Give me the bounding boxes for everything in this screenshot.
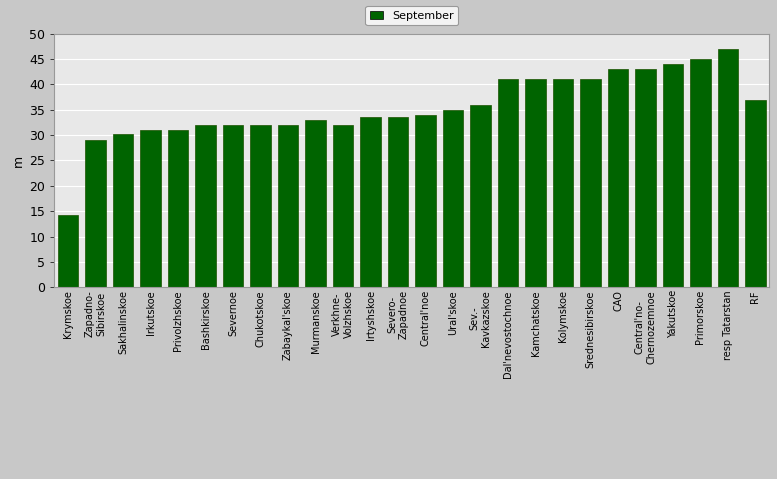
Bar — [663, 64, 683, 287]
Bar — [718, 49, 738, 287]
Bar — [113, 134, 134, 287]
Bar — [745, 100, 766, 287]
Bar — [388, 117, 409, 287]
Bar — [580, 79, 601, 287]
Bar — [552, 79, 573, 287]
Bar — [85, 140, 106, 287]
Bar — [305, 120, 326, 287]
Bar — [636, 69, 656, 287]
Bar — [223, 125, 243, 287]
Bar — [443, 110, 463, 287]
Bar — [690, 59, 711, 287]
Bar — [498, 79, 518, 287]
Bar — [250, 125, 271, 287]
Bar — [168, 130, 189, 287]
Bar — [608, 69, 629, 287]
Bar — [195, 125, 216, 287]
Bar — [57, 215, 78, 287]
Bar — [141, 130, 161, 287]
Bar — [361, 117, 381, 287]
Bar — [525, 79, 546, 287]
Legend: September: September — [365, 6, 458, 25]
Bar — [333, 125, 354, 287]
Bar — [415, 115, 436, 287]
Bar — [278, 125, 298, 287]
Y-axis label: m: m — [12, 154, 25, 167]
Bar — [470, 104, 491, 287]
